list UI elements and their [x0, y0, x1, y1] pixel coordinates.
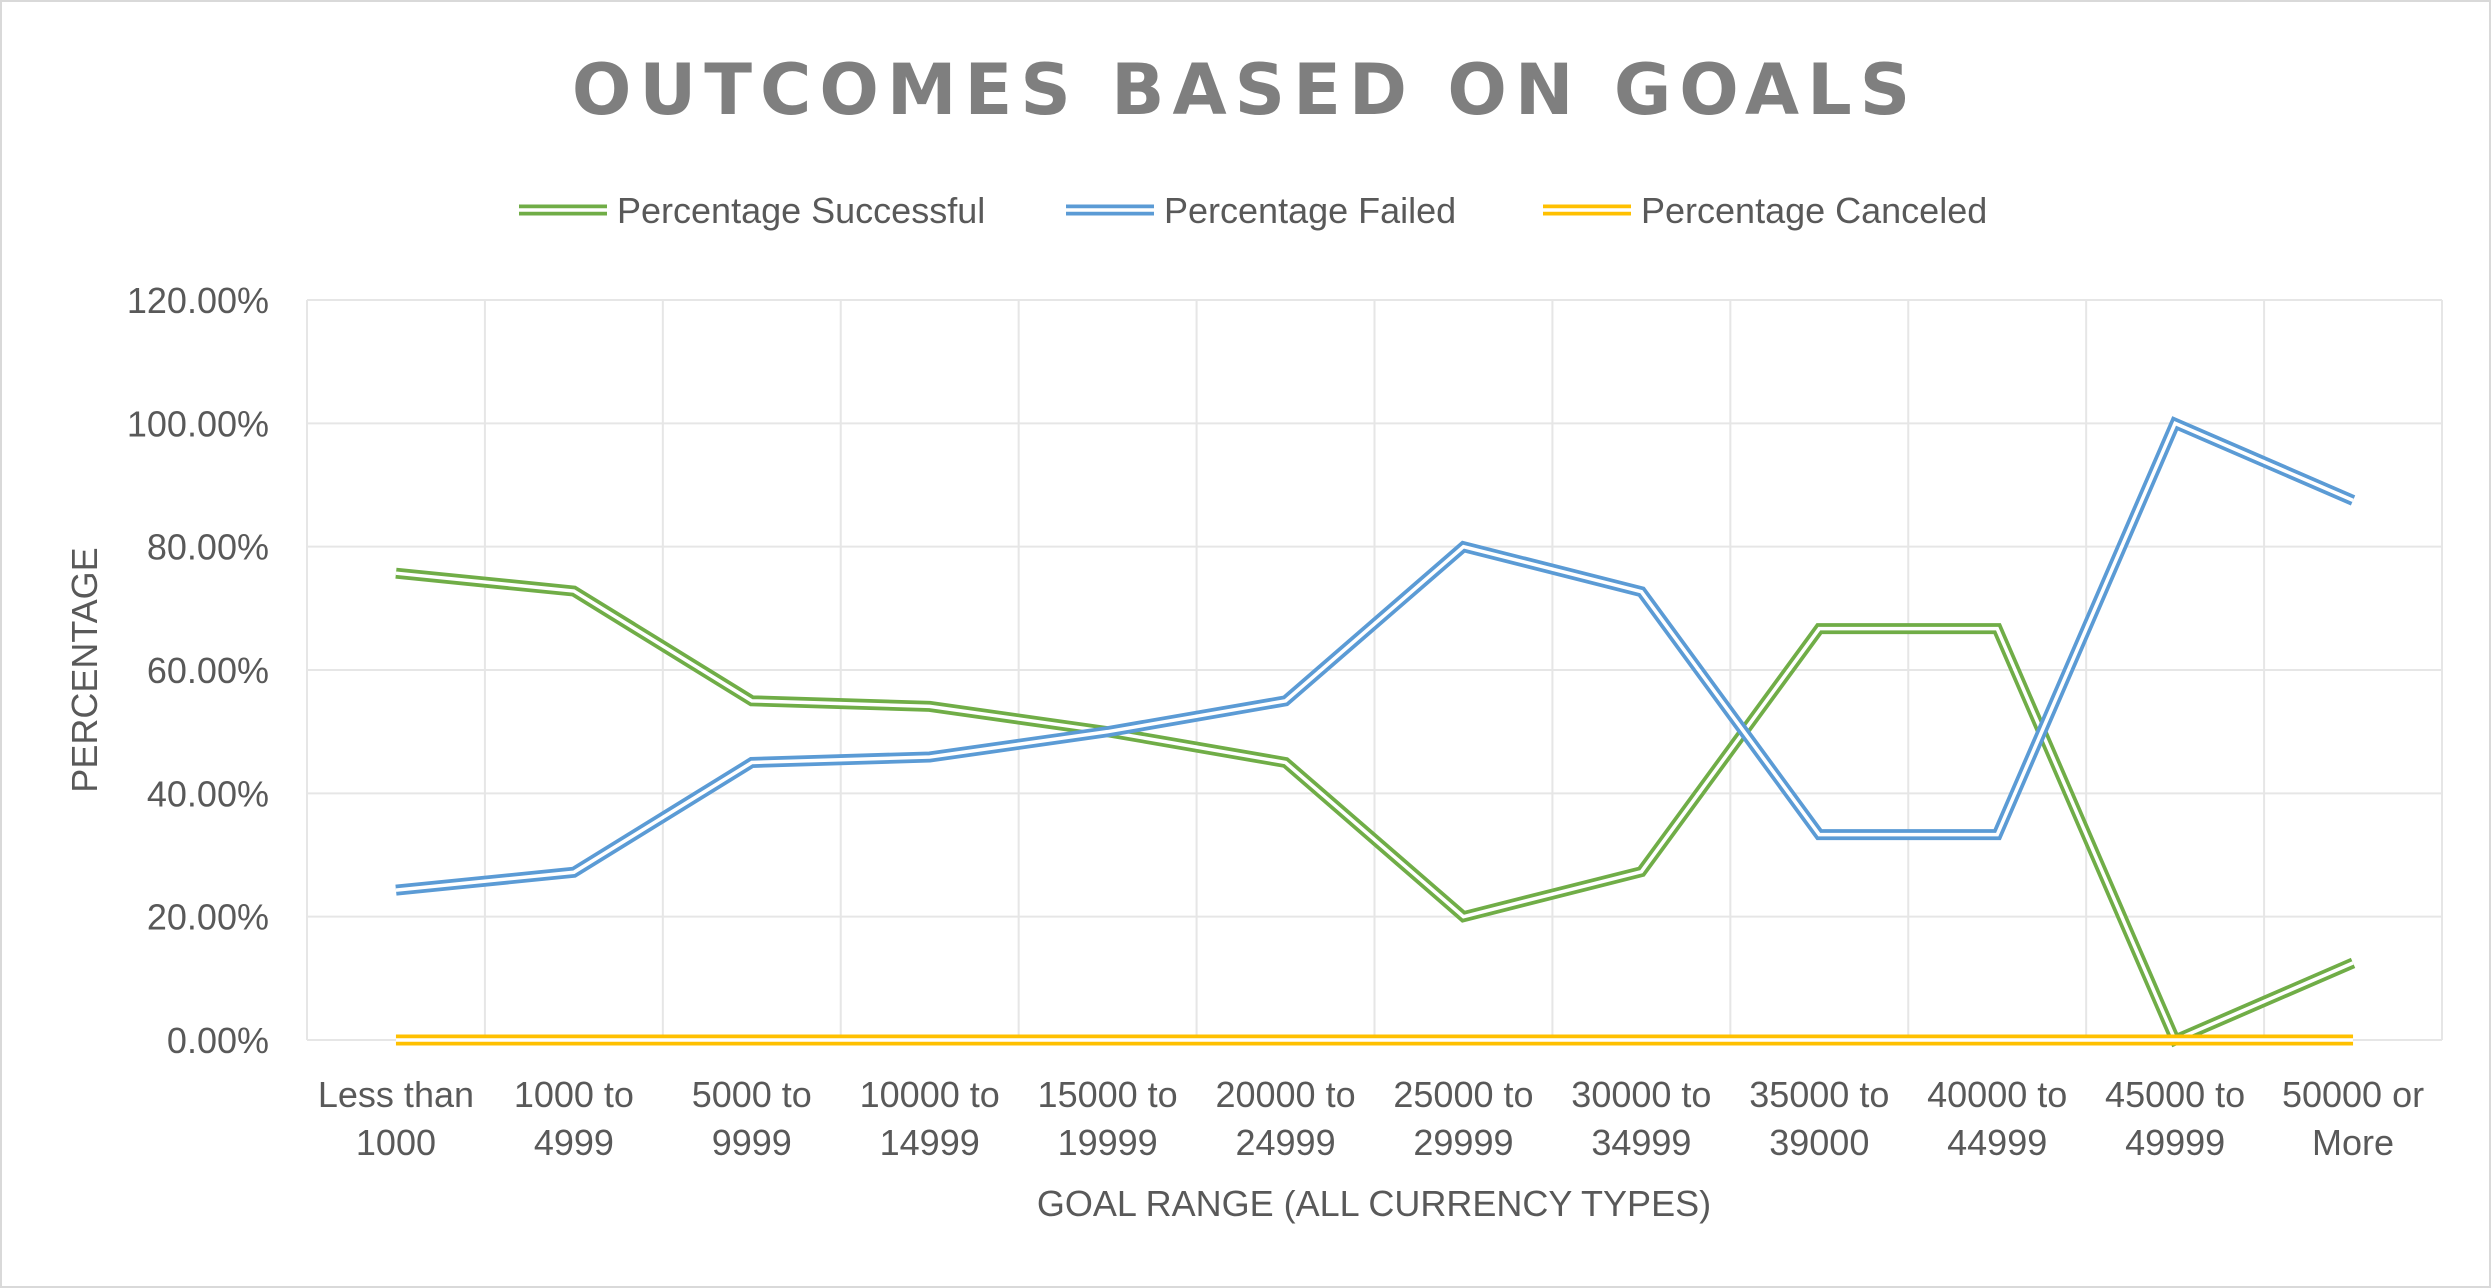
y-tick-label: 0.00%: [167, 1020, 269, 1061]
legend-label: Percentage Failed: [1164, 190, 1456, 231]
x-tick-label-line: Less than: [318, 1074, 474, 1115]
x-tick-label-line: 20000 to: [1215, 1074, 1355, 1115]
chart-title: OUTCOMES BASED ON GOALS: [572, 49, 1918, 131]
series-lines: [395, 416, 2356, 1048]
y-tick-label: 80.00%: [147, 527, 269, 568]
gridlines: [306, 299, 2443, 1041]
x-tick-label-line: 49999: [2125, 1122, 2225, 1163]
x-tick-label-line: 19999: [1058, 1122, 1158, 1163]
series-line: [395, 416, 2356, 896]
x-tick-label-line: 39000: [1769, 1122, 1869, 1163]
x-tick-label-line: 35000 to: [1749, 1074, 1889, 1115]
x-tick-label-line: 30000 to: [1571, 1074, 1711, 1115]
series-line-inner: [395, 571, 2354, 1043]
y-tick-label: 20.00%: [147, 897, 269, 938]
x-tick-label: 35000 to 39000: [1749, 1074, 1889, 1163]
y-axis-ticks: 0.00% 20.00% 40.00% 60.00% 80.00% 100.00% 120.…: [127, 280, 269, 1061]
x-tick-label-line: 1000 to: [514, 1074, 634, 1115]
x-tick-label: 45000 to 49999: [2105, 1074, 2245, 1163]
x-tick-label-line: 9999: [712, 1122, 792, 1163]
y-tick-label: 40.00%: [147, 773, 269, 814]
x-axis-ticks: Less than 1000 1000 to 4999 5000 to 9999 10000…: [318, 1074, 2424, 1163]
x-tick-label: 40000 to 44999: [1927, 1074, 2067, 1163]
x-tick-label-line: 25000 to: [1393, 1074, 1533, 1115]
x-tick-label-line: 44999: [1947, 1122, 2047, 1163]
y-axis-title: PERCENTAGE: [64, 547, 105, 792]
legend-label: Percentage Successful: [617, 190, 985, 231]
x-axis-title: GOAL RANGE (ALL CURRENCY TYPES): [1037, 1183, 1711, 1224]
x-tick-label: 50000 or More: [2282, 1074, 2424, 1163]
series-line-inner: [395, 421, 2354, 892]
x-tick-label: 10000 to 14999: [860, 1074, 1000, 1163]
legend-item: Percentage Failed: [1066, 190, 1456, 231]
x-tick-label: 30000 to 34999: [1571, 1074, 1711, 1163]
x-tick-label-line: 4999: [534, 1122, 614, 1163]
y-tick-label: 100.00%: [127, 403, 269, 444]
x-tick-label: 5000 to 9999: [692, 1074, 812, 1163]
legend: Percentage Successful Percentage Failed Pe…: [519, 190, 1987, 231]
x-tick-label-line: 24999: [1235, 1122, 1335, 1163]
x-tick-label: Less than 1000: [318, 1074, 474, 1163]
x-tick-label-line: 15000 to: [1038, 1074, 1178, 1115]
x-tick-label: 25000 to 29999: [1393, 1074, 1533, 1163]
x-tick-label-line: 29999: [1413, 1122, 1513, 1163]
legend-label: Percentage Canceled: [1641, 190, 1987, 231]
x-tick-label-line: 5000 to: [692, 1074, 812, 1115]
series-line: [395, 1034, 2354, 1046]
x-tick-label-line: 45000 to: [2105, 1074, 2245, 1115]
x-tick-label-line: 50000 or: [2282, 1074, 2424, 1115]
y-tick-label: 60.00%: [147, 650, 269, 691]
x-tick-label-line: More: [2312, 1122, 2394, 1163]
x-tick-label-line: 1000: [356, 1122, 436, 1163]
x-tick-label-line: 40000 to: [1927, 1074, 2067, 1115]
x-tick-label: 20000 to 24999: [1215, 1074, 1355, 1163]
x-tick-label-line: 34999: [1591, 1122, 1691, 1163]
x-tick-label: 1000 to 4999: [514, 1074, 634, 1163]
x-tick-label: 15000 to 19999: [1038, 1074, 1178, 1163]
y-tick-label: 120.00%: [127, 280, 269, 321]
series-line: [395, 567, 2356, 1048]
legend-item: Percentage Canceled: [1543, 190, 1987, 231]
legend-item: Percentage Successful: [519, 190, 985, 231]
x-tick-label-line: 14999: [880, 1122, 980, 1163]
x-tick-label-line: 10000 to: [860, 1074, 1000, 1115]
